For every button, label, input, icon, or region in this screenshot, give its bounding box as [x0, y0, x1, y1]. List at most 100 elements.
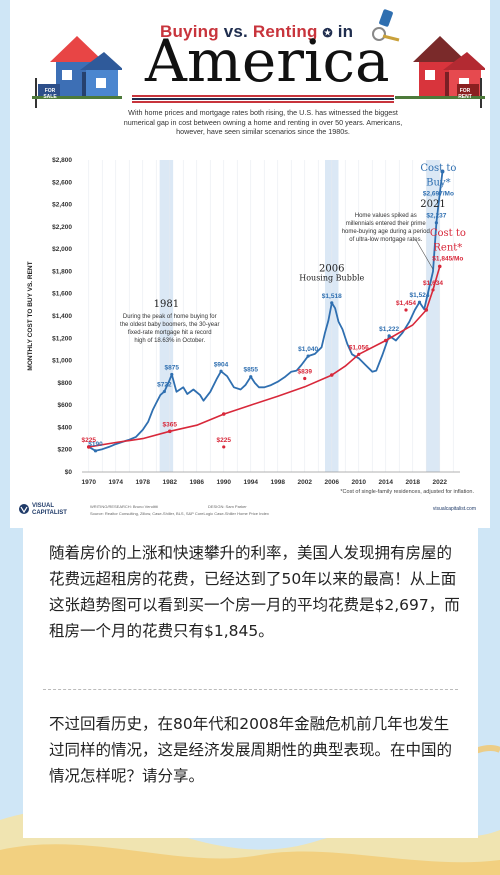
- buy-point: [387, 334, 391, 338]
- rent-point: [424, 308, 429, 312]
- annotation-2021-text: home-buying age during a period: [342, 229, 430, 235]
- footer: *Cost of single-family residences, adjus…: [18, 489, 484, 526]
- for-rent-sign: FOR RENT: [458, 88, 472, 100]
- y-tick-label: $0: [65, 469, 73, 476]
- y-tick-label: $1,200: [52, 335, 72, 342]
- buy-point: [306, 354, 310, 358]
- y-tick-label: $2,600: [52, 179, 72, 186]
- x-tick-label: 1982: [163, 479, 178, 486]
- y-tick-label: $600: [58, 402, 73, 409]
- footnote: *Cost of single-family residences, adjus…: [340, 489, 474, 495]
- y-tick-label: $800: [58, 380, 73, 387]
- infographic-card: FOR SALE FOR RENT Buying vs. Renting ✪ i…: [10, 0, 490, 528]
- rent-data-label: $1,056: [349, 344, 369, 351]
- y-tick-label: $1,800: [52, 268, 72, 275]
- buy-data-label: $904: [214, 361, 229, 368]
- x-tick-label: 2006: [325, 479, 340, 486]
- buy-point: [170, 372, 174, 377]
- house-for-rent-icon: [395, 36, 485, 108]
- rent-point: [431, 288, 435, 292]
- annotation-2021-pointer: [415, 240, 434, 270]
- y-tick-label: $400: [58, 424, 73, 431]
- buy-data-label: $1,040: [298, 346, 318, 353]
- annotation-2021-year: 2021: [420, 199, 445, 210]
- credit-source: Source: Realtor Consulting, Zillow, Case…: [90, 511, 269, 516]
- buy-data-label: $855: [244, 367, 259, 374]
- rent-end-title: Rent*: [433, 242, 462, 253]
- for-sale-sign: FOR SALE: [43, 88, 57, 100]
- paragraph-2: 不过回看历史，在80年代和2008年金融危机前几年也发生过同样的情况，这是经济发…: [49, 715, 453, 785]
- title-line: Buying vs. Renting ✪ in: [160, 22, 353, 42]
- rent-point: [303, 376, 307, 381]
- buy-point: [93, 449, 98, 453]
- buy-data-label: $722: [157, 382, 172, 389]
- keys-icon: [372, 9, 400, 42]
- brand-name: VISUAL CAPITALIST: [32, 503, 67, 516]
- rent-point: [87, 445, 91, 449]
- y-tick-label: $1,400: [52, 313, 72, 320]
- y-tick-label: $1,600: [52, 291, 72, 298]
- buy-point: [330, 301, 334, 305]
- annotation-2006-text: Housing Bubble: [299, 273, 364, 282]
- annotation-2021-text: of ultra-low mortgage rates.: [349, 237, 422, 243]
- rent-point: [383, 338, 388, 343]
- rent-data-label: $1,454: [396, 300, 416, 307]
- social-handle[interactable]: visualcapitalist.com: [432, 506, 476, 512]
- buy-data-label: $190: [88, 441, 103, 448]
- buy-point: [162, 389, 166, 394]
- x-tick-label: 2018: [406, 479, 421, 486]
- x-tick-label: 1970: [82, 479, 97, 486]
- y-tick-label: $2,000: [52, 246, 72, 253]
- house-for-sale-icon: [32, 36, 122, 108]
- title-renting: Renting: [252, 22, 318, 41]
- rent-end-title: Cost to: [430, 228, 466, 239]
- rent-data-label: $1,634: [423, 280, 443, 287]
- x-tick-label: 1978: [136, 479, 151, 486]
- y-tick-label: $200: [58, 447, 73, 454]
- buy-data-label: $875: [165, 365, 180, 372]
- buy-point: [417, 300, 422, 304]
- x-tick-label: 2010: [352, 479, 367, 486]
- rent-data-label: $839: [298, 369, 313, 376]
- annotation-2021-text: Home values spiked as: [355, 213, 417, 219]
- buy-point: [434, 221, 438, 225]
- rent-point: [357, 352, 361, 356]
- rent-point: [404, 308, 408, 312]
- buy-end-value: $2,697/Mo: [423, 191, 454, 198]
- paragraph-1: 随着房价的上涨和快速攀升的利率，美国人发现拥有房屋的花费远超租房的花费，已经达到…: [49, 544, 460, 640]
- x-tick-label: 2022: [433, 479, 448, 486]
- rent-point: [222, 445, 226, 449]
- rent-point: [221, 412, 226, 416]
- buy-point: [219, 369, 223, 373]
- rent-data-label: $225: [217, 437, 232, 444]
- credit-writing: WRITING/RESEARCH: Bruno Venditti: [90, 504, 158, 509]
- visual-capitalist-logo-icon: [19, 504, 29, 514]
- x-tick-label: 1990: [217, 479, 232, 486]
- highlight-band: [426, 160, 440, 472]
- x-tick-label: 2014: [379, 479, 394, 486]
- rent-end-value: $1,845/Mo: [432, 255, 463, 262]
- y-tick-label: $2,800: [52, 157, 72, 164]
- star-icon: ✪: [322, 26, 333, 40]
- annotation-1981-text: fixed-rate mortgage hit a record: [128, 330, 212, 336]
- rent-series-line: [88, 266, 441, 448]
- rent-data-label: $365: [163, 421, 178, 428]
- buy-end-point: [440, 169, 445, 174]
- x-tick-label: 2002: [298, 479, 313, 486]
- y-tick-label: $1,000: [52, 358, 72, 365]
- rent-data-label: $225: [82, 437, 97, 444]
- annotation-2021-text: millennials entered their prime: [346, 221, 427, 227]
- annotation-1981-text: high of 18.63% in October.: [134, 338, 205, 344]
- rent-point: [168, 429, 172, 433]
- buy-data-label: $1,222: [379, 326, 399, 333]
- credit-design: DESIGN: Sam Parker: [208, 504, 247, 509]
- buy-data-label: $2,237: [426, 213, 446, 220]
- annotation-1981-year: 1981: [154, 299, 179, 310]
- annotation-1981-text: the oldest baby boomers, the 30-year: [120, 322, 219, 328]
- y-tick-label: $2,200: [52, 224, 72, 231]
- title-america: America: [145, 27, 390, 95]
- text-card: 随着房价的上涨和快速攀升的利率，美国人发现拥有房屋的花费远超租房的花费，已经达到…: [23, 528, 478, 838]
- rent-point: [329, 373, 334, 377]
- buy-data-label: $1,524: [410, 292, 430, 299]
- divider: [43, 689, 458, 690]
